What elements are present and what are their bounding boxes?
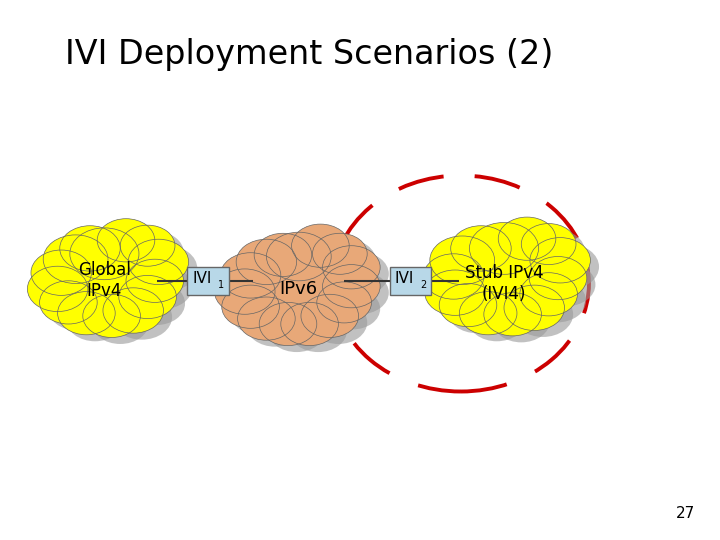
Text: IVI: IVI bbox=[395, 271, 414, 286]
FancyBboxPatch shape bbox=[390, 267, 431, 295]
Text: Stub IPv4
(IVI4): Stub IPv4 (IVI4) bbox=[464, 264, 544, 303]
Text: IVI Deployment Scenarios (2): IVI Deployment Scenarios (2) bbox=[66, 38, 554, 71]
Text: Global
IPv4: Global IPv4 bbox=[78, 261, 131, 300]
Text: IVI: IVI bbox=[193, 271, 212, 286]
Text: 2: 2 bbox=[420, 280, 426, 289]
Text: 27: 27 bbox=[675, 506, 695, 521]
FancyBboxPatch shape bbox=[187, 267, 229, 295]
Text: 1: 1 bbox=[218, 280, 224, 289]
Text: IPv6: IPv6 bbox=[280, 280, 318, 298]
